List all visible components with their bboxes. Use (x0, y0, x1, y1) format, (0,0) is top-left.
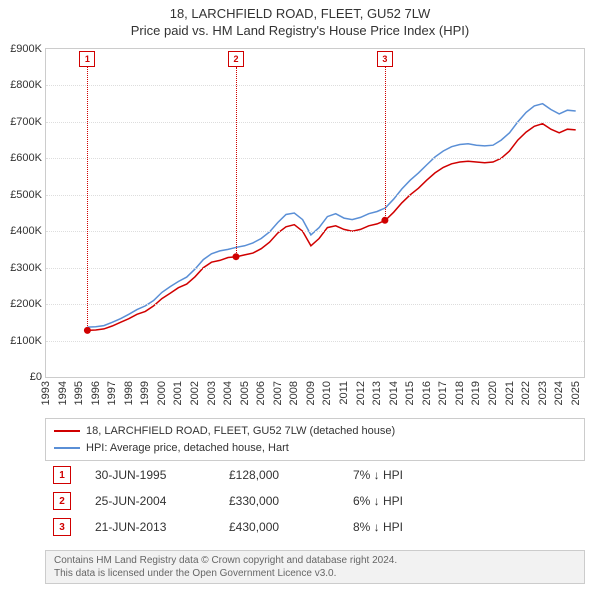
x-tick-label: 2015 (404, 381, 416, 405)
footer-line-1: Contains HM Land Registry data © Crown c… (54, 554, 576, 567)
x-tick-label: 2025 (570, 381, 582, 405)
x-tick-label: 2023 (537, 381, 549, 405)
x-tick-label: 2024 (553, 381, 565, 405)
sale-marker-vline (385, 67, 386, 220)
gridline-h (46, 158, 584, 159)
sales-row-diff: 7% ↓ HPI (353, 468, 473, 482)
gridline-h (46, 85, 584, 86)
x-tick-label: 2005 (239, 381, 251, 405)
chart-svg (46, 49, 584, 377)
legend-swatch (54, 447, 80, 449)
x-tick-label: 2014 (388, 381, 400, 405)
sales-row-badge: 1 (53, 466, 71, 484)
x-tick-label: 1993 (40, 381, 52, 405)
sale-marker-badge: 1 (79, 51, 95, 67)
x-tick-label: 1994 (57, 381, 69, 405)
sale-marker-vline (236, 67, 237, 257)
legend-label: 18, LARCHFIELD ROAD, FLEET, GU52 7LW (de… (86, 423, 395, 440)
x-tick-label: 2003 (206, 381, 218, 405)
x-tick-label: 1998 (123, 381, 135, 405)
sales-row-diff: 6% ↓ HPI (353, 494, 473, 508)
x-tick-label: 2007 (272, 381, 284, 405)
title-subtitle: Price paid vs. HM Land Registry's House … (0, 23, 600, 40)
sales-table: 1 30-JUN-1995 £128,000 7% ↓ HPI 2 25-JUN-2004… (45, 462, 585, 540)
x-tick-label: 2001 (172, 381, 184, 405)
sales-table-row: 1 30-JUN-1995 £128,000 7% ↓ HPI (45, 462, 585, 488)
x-tick-label: 1997 (106, 381, 118, 405)
y-tick-label: £400K (10, 225, 42, 237)
y-tick-label: £900K (10, 43, 42, 55)
x-tick-label: 2009 (305, 381, 317, 405)
x-tick-label: 2016 (421, 381, 433, 405)
x-tick-label: 2012 (355, 381, 367, 405)
sales-row-date: 25-JUN-2004 (95, 494, 205, 508)
sales-table-row: 2 25-JUN-2004 £330,000 6% ↓ HPI (45, 488, 585, 514)
y-tick-label: £200K (10, 298, 42, 310)
y-tick-label: £600K (10, 152, 42, 164)
y-tick-label: £700K (10, 116, 42, 128)
x-tick-label: 2010 (321, 381, 333, 405)
chart-plot-area: £0£100K£200K£300K£400K£500K£600K£700K£80… (45, 48, 585, 378)
legend-row: HPI: Average price, detached house, Hart (54, 440, 576, 457)
y-tick-label: £500K (10, 189, 42, 201)
x-tick-label: 2018 (454, 381, 466, 405)
sales-table-row: 3 21-JUN-2013 £430,000 8% ↓ HPI (45, 514, 585, 540)
sale-marker-badge: 2 (228, 51, 244, 67)
x-tick-label: 1995 (73, 381, 85, 405)
gridline-h (46, 268, 584, 269)
series-line-hpi (87, 104, 575, 327)
legend-label: HPI: Average price, detached house, Hart (86, 440, 289, 457)
sales-row-price: £430,000 (229, 520, 329, 534)
x-tick-label: 2002 (189, 381, 201, 405)
y-tick-label: £800K (10, 79, 42, 91)
sales-row-date: 30-JUN-1995 (95, 468, 205, 482)
series-line-price_paid (87, 124, 575, 331)
sales-row-price: £128,000 (229, 468, 329, 482)
attribution-footer: Contains HM Land Registry data © Crown c… (45, 550, 585, 584)
legend-swatch (54, 430, 80, 432)
sale-marker-badge: 3 (377, 51, 393, 67)
footer-line-2: This data is licensed under the Open Gov… (54, 567, 576, 580)
x-tick-label: 2006 (255, 381, 267, 405)
x-tick-label: 2008 (288, 381, 300, 405)
x-tick-label: 2011 (338, 381, 350, 405)
x-tick-label: 2004 (222, 381, 234, 405)
sale-marker-vline (87, 67, 88, 330)
sales-row-badge: 2 (53, 492, 71, 510)
sales-row-date: 21-JUN-2013 (95, 520, 205, 534)
x-tick-label: 1996 (90, 381, 102, 405)
sales-row-diff: 8% ↓ HPI (353, 520, 473, 534)
x-tick-label: 2000 (156, 381, 168, 405)
x-tick-label: 1999 (139, 381, 151, 405)
gridline-h (46, 341, 584, 342)
gridline-h (46, 195, 584, 196)
legend-row: 18, LARCHFIELD ROAD, FLEET, GU52 7LW (de… (54, 423, 576, 440)
x-tick-label: 2019 (470, 381, 482, 405)
x-tick-label: 2013 (371, 381, 383, 405)
x-tick-label: 2021 (504, 381, 516, 405)
x-tick-label: 2022 (520, 381, 532, 405)
x-tick-label: 2020 (487, 381, 499, 405)
y-tick-label: £100K (10, 335, 42, 347)
sales-row-price: £330,000 (229, 494, 329, 508)
gridline-h (46, 231, 584, 232)
x-tick-label: 2017 (437, 381, 449, 405)
y-tick-label: £300K (10, 262, 42, 274)
sales-row-badge: 3 (53, 518, 71, 536)
legend-box: 18, LARCHFIELD ROAD, FLEET, GU52 7LW (de… (45, 418, 585, 461)
chart-title-block: 18, LARCHFIELD ROAD, FLEET, GU52 7LW Pri… (0, 0, 600, 40)
gridline-h (46, 122, 584, 123)
title-address: 18, LARCHFIELD ROAD, FLEET, GU52 7LW (0, 6, 600, 23)
gridline-h (46, 304, 584, 305)
